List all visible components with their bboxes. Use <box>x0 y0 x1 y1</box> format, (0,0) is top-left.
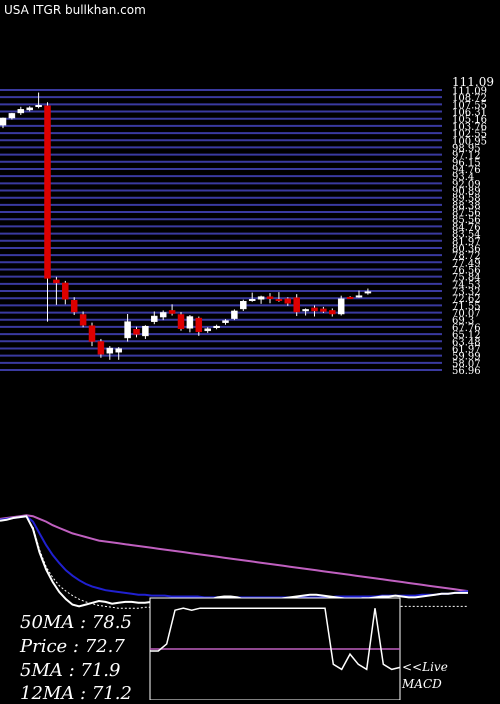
candle-body <box>62 282 69 300</box>
price-tick-label: 70.07 <box>452 309 481 320</box>
candle-body <box>204 328 211 332</box>
candle-body <box>231 310 238 319</box>
price-tick-label: 89.58 <box>452 194 481 205</box>
price-tick-label: 71.55 <box>452 301 481 312</box>
candle-body <box>142 325 149 337</box>
price-tick-label: 69.3 <box>452 316 474 327</box>
candle-body <box>159 312 167 318</box>
price-tick-label: 103.76 <box>452 122 487 133</box>
candle-body <box>222 320 229 323</box>
price-tick-label: 75.84 <box>452 273 481 284</box>
candle-body <box>329 310 336 315</box>
candle-body <box>124 321 131 339</box>
candle-body <box>364 291 372 294</box>
candle-body <box>284 298 292 304</box>
candle-body <box>133 329 140 335</box>
price-tick-label: 78.72 <box>452 251 481 262</box>
price-tick-label: 93.4 <box>452 172 474 183</box>
candle-body <box>106 347 114 354</box>
price-tick-label: 90.89 <box>452 187 481 198</box>
candle-body <box>177 314 185 330</box>
price-tick-label: 83.54 <box>452 230 481 241</box>
price-tick-label: 80.36 <box>452 244 481 255</box>
ma-line-1 <box>0 515 469 599</box>
candle-body <box>26 107 33 111</box>
price-tick-label: 87.56 <box>452 208 481 219</box>
candle-body <box>240 301 247 310</box>
macd-label: MACD <box>402 677 442 691</box>
price-tick-label: 100.95 <box>452 136 487 147</box>
candle-body <box>186 316 194 329</box>
candle-body <box>346 296 354 299</box>
price-tick-label: 92.09 <box>452 179 481 190</box>
price-tick-label: 56.96 <box>452 366 481 377</box>
price-tick-label: 77.49 <box>452 258 481 269</box>
candle-body <box>248 298 256 301</box>
price-tick-label: 108.72 <box>452 93 487 104</box>
price-tick-label: 65.12 <box>452 330 481 341</box>
price-tick-label: 63.48 <box>452 337 481 348</box>
price-tick-label: 73.32 <box>452 287 481 298</box>
candle-body <box>257 296 265 300</box>
price-top-label: 111.09 <box>452 75 494 89</box>
price-tick-label: 59.99 <box>452 352 481 363</box>
candle-body <box>168 310 176 314</box>
candle-body <box>337 298 345 315</box>
price-tick-label: 107.55 <box>452 100 487 111</box>
candle-body <box>44 105 51 279</box>
candle-body <box>97 341 105 355</box>
price-tick-label: 61.97 <box>452 344 481 355</box>
candle-body <box>266 296 274 299</box>
candle-body <box>355 295 363 298</box>
candle-body <box>8 113 16 119</box>
price-tick-label: 72.62 <box>452 294 481 305</box>
ma5-label: 5MA : 71.9 <box>20 660 121 681</box>
candle-body <box>115 348 122 353</box>
price-tick-label: 98.95 <box>452 143 481 154</box>
candle-body <box>195 317 203 333</box>
candle-body <box>151 315 158 322</box>
price-tick-label: 96.15 <box>452 158 481 169</box>
price-tick-label: 97.12 <box>452 151 481 162</box>
candle-body <box>320 308 327 312</box>
candle-body <box>70 300 78 313</box>
price-label: Price : 72.7 <box>20 636 125 657</box>
ma50-label: 50MA : 78.5 <box>20 612 132 633</box>
price-tick-label: 105.16 <box>452 115 487 126</box>
price-tick-label: 76.56 <box>452 265 481 276</box>
candle-body <box>293 297 300 313</box>
site-title: USA ITGR bullkhan.com <box>4 3 146 17</box>
price-tick-label: 94.76 <box>452 165 481 176</box>
ma-line-2 <box>0 515 468 608</box>
price-tick-label: 85.56 <box>452 215 481 226</box>
ma12-label: 12MA : 71.2 <box>20 683 132 704</box>
price-tick-label: 102.55 <box>452 129 487 140</box>
candle-body <box>17 109 25 114</box>
ma-line-0 <box>0 514 469 593</box>
price-tick-label: 84.76 <box>452 222 481 233</box>
price-tick-label: 88.38 <box>452 201 481 212</box>
price-tick-label: 106.31 <box>452 108 487 119</box>
candle-body <box>79 314 87 326</box>
candle-body <box>35 105 42 108</box>
price-tick-label: 81.97 <box>452 237 481 248</box>
price-tick-label: 67.76 <box>452 323 481 334</box>
candle-body <box>213 325 220 328</box>
candle-body <box>53 279 60 284</box>
price-tick-label: 111.09 <box>452 86 487 97</box>
candle-body <box>275 298 283 301</box>
price-tick-label: 58.07 <box>452 359 481 370</box>
candle-body <box>311 307 318 312</box>
candle-body <box>88 325 96 342</box>
live-label: <<Live <box>402 660 448 674</box>
candle-body <box>0 117 7 126</box>
candle-body <box>302 309 309 312</box>
macd-line-1 <box>150 607 401 671</box>
price-tick-label: 74.53 <box>452 280 481 291</box>
